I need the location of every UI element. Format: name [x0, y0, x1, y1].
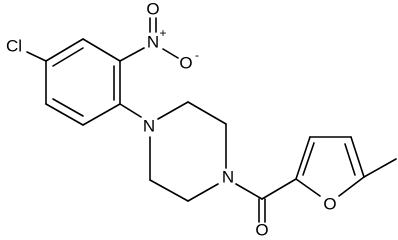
bond [149, 179, 189, 202]
bond [338, 176, 365, 197]
bond [157, 101, 189, 120]
bond [295, 178, 321, 197]
bond [26, 51, 47, 62]
bond [52, 47, 84, 67]
bond [363, 158, 397, 178]
atom-label: O [146, 0, 159, 18]
bond [187, 183, 219, 202]
atom-labels: Cl N + O O - N N O O [6, 0, 337, 238]
bond [235, 183, 263, 200]
bond [45, 103, 84, 126]
atom-label: O [323, 194, 336, 213]
bond [82, 38, 121, 62]
atom-label: O [255, 220, 268, 238]
bond [295, 136, 311, 180]
charge: - [195, 48, 199, 62]
atom-label: N [147, 32, 159, 51]
bond [52, 98, 84, 117]
atom-label: Cl [6, 36, 22, 55]
bond [350, 136, 365, 178]
bond [82, 103, 121, 126]
atom-label: N [222, 167, 234, 186]
bond [162, 48, 179, 59]
atom-label: N [143, 116, 155, 135]
bond [119, 103, 142, 118]
atom-label: O [179, 53, 192, 72]
bond [302, 142, 315, 176]
bond [187, 101, 227, 125]
bonds [26, 17, 397, 223]
bond [119, 47, 145, 62]
bond [45, 38, 84, 62]
bond [261, 178, 297, 200]
charge: + [159, 26, 166, 40]
bond [344, 143, 356, 176]
